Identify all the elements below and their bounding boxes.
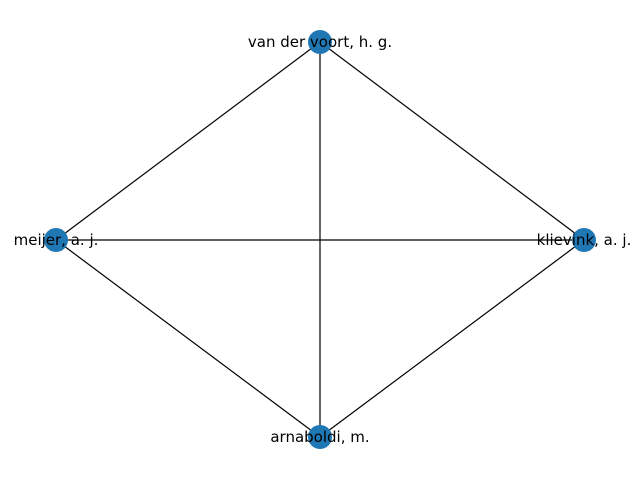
edge-meijer-arnaboldi: [56, 240, 320, 437]
edge-voort-meijer: [56, 42, 320, 240]
edge-klievink-arnaboldi: [320, 240, 584, 437]
node-label-meijer: meijer, a. j.: [14, 231, 99, 249]
node-label-arnaboldi: arnaboldi, m.: [270, 428, 369, 446]
node-label-klievink: klievink, a. j.: [537, 231, 632, 249]
edge-voort-klievink: [320, 42, 584, 240]
edge-layer: [56, 42, 584, 437]
node-label-voort: van der voort, h. g.: [248, 33, 392, 51]
